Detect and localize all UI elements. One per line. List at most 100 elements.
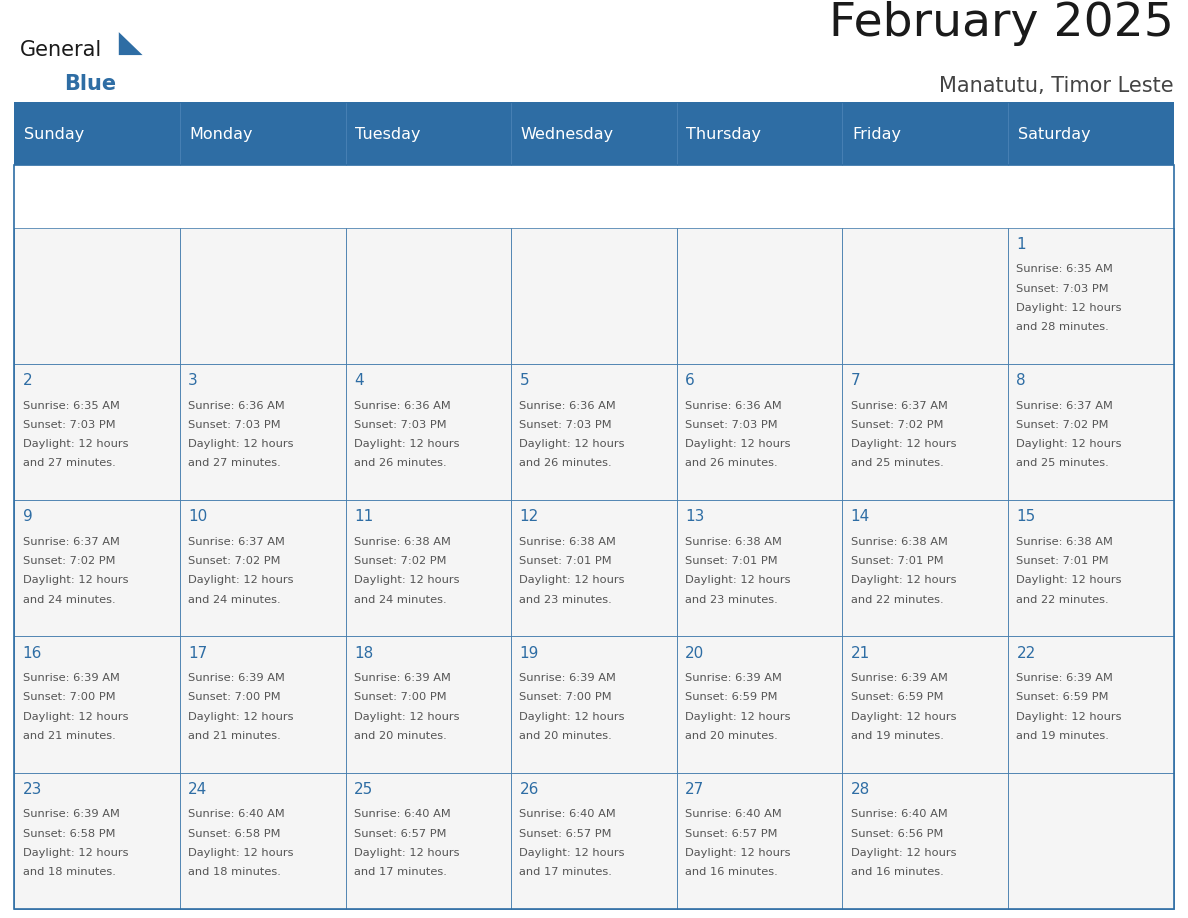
Text: Sunset: 6:57 PM: Sunset: 6:57 PM [685,829,778,838]
Text: 12: 12 [519,509,538,524]
Bar [677,364,842,500]
Text: and 26 minutes.: and 26 minutes. [685,458,778,468]
Bar [179,636,346,773]
Text: Sunrise: 6:39 AM: Sunrise: 6:39 AM [188,673,285,683]
Text: Sunrise: 6:37 AM: Sunrise: 6:37 AM [851,400,948,410]
Text: and 16 minutes.: and 16 minutes. [685,868,778,877]
Text: and 24 minutes.: and 24 minutes. [188,595,280,605]
Text: Sunset: 7:02 PM: Sunset: 7:02 PM [354,556,447,566]
Text: Sunset: 6:57 PM: Sunset: 6:57 PM [354,829,447,838]
Text: 24: 24 [188,782,208,797]
Bar [14,103,179,165]
Bar [842,500,1009,636]
Text: Sunset: 7:02 PM: Sunset: 7:02 PM [188,556,280,566]
Text: Monday: Monday [189,127,253,141]
Text: Daylight: 12 hours: Daylight: 12 hours [685,848,791,857]
Text: Sunrise: 6:39 AM: Sunrise: 6:39 AM [23,810,120,819]
Text: 10: 10 [188,509,208,524]
Text: Daylight: 12 hours: Daylight: 12 hours [188,576,293,586]
Text: Daylight: 12 hours: Daylight: 12 hours [1017,576,1121,586]
Bar [677,228,842,364]
Text: Sunrise: 6:40 AM: Sunrise: 6:40 AM [188,810,285,819]
Text: and 20 minutes.: and 20 minutes. [519,731,612,741]
Bar [511,364,677,500]
Text: 1: 1 [1017,237,1026,252]
Bar [677,773,842,909]
Text: Daylight: 12 hours: Daylight: 12 hours [188,439,293,449]
Text: 16: 16 [23,645,42,661]
Text: Daylight: 12 hours: Daylight: 12 hours [1017,439,1121,449]
Text: 28: 28 [851,782,870,797]
Text: 25: 25 [354,782,373,797]
Text: Daylight: 12 hours: Daylight: 12 hours [354,848,460,857]
Text: and 18 minutes.: and 18 minutes. [23,868,115,877]
Bar [511,103,677,165]
Bar [677,103,842,165]
Text: 21: 21 [851,645,870,661]
Text: Sunrise: 6:37 AM: Sunrise: 6:37 AM [188,537,285,547]
Text: Saturday: Saturday [1018,127,1091,141]
Text: and 18 minutes.: and 18 minutes. [188,868,282,877]
Text: and 23 minutes.: and 23 minutes. [519,595,612,605]
Text: Daylight: 12 hours: Daylight: 12 hours [851,848,956,857]
Text: Daylight: 12 hours: Daylight: 12 hours [685,576,791,586]
Text: Daylight: 12 hours: Daylight: 12 hours [1017,711,1121,722]
Bar [1009,773,1174,909]
Text: Daylight: 12 hours: Daylight: 12 hours [23,711,128,722]
Text: 22: 22 [1017,645,1036,661]
Text: Thursday: Thursday [687,127,762,141]
Bar [179,500,346,636]
Text: Sunset: 6:59 PM: Sunset: 6:59 PM [851,692,943,702]
Text: General: General [20,39,102,60]
Text: Sunrise: 6:39 AM: Sunrise: 6:39 AM [685,673,782,683]
Text: Sunrise: 6:40 AM: Sunrise: 6:40 AM [685,810,782,819]
Text: Sunset: 7:02 PM: Sunset: 7:02 PM [23,556,115,566]
Text: and 24 minutes.: and 24 minutes. [23,595,115,605]
Text: Daylight: 12 hours: Daylight: 12 hours [354,439,460,449]
Text: Daylight: 12 hours: Daylight: 12 hours [519,576,625,586]
Text: Daylight: 12 hours: Daylight: 12 hours [851,576,956,586]
Text: Daylight: 12 hours: Daylight: 12 hours [851,711,956,722]
Text: Sunrise: 6:39 AM: Sunrise: 6:39 AM [1017,673,1113,683]
Text: Sunrise: 6:35 AM: Sunrise: 6:35 AM [23,400,120,410]
Text: 5: 5 [519,373,529,388]
Text: Sunset: 7:03 PM: Sunset: 7:03 PM [354,420,447,430]
Text: Sunrise: 6:39 AM: Sunrise: 6:39 AM [23,673,120,683]
Text: 19: 19 [519,645,539,661]
Text: Sunset: 6:58 PM: Sunset: 6:58 PM [188,829,280,838]
Text: and 19 minutes.: and 19 minutes. [851,731,943,741]
Text: 9: 9 [23,509,32,524]
Bar [179,228,346,364]
Text: Sunrise: 6:37 AM: Sunrise: 6:37 AM [23,537,120,547]
Bar [842,636,1009,773]
Polygon shape [119,32,143,55]
Bar [1009,500,1174,636]
Text: and 27 minutes.: and 27 minutes. [23,458,115,468]
Text: Sunrise: 6:37 AM: Sunrise: 6:37 AM [1017,400,1113,410]
Bar [346,636,511,773]
Bar [677,636,842,773]
Text: Sunset: 7:03 PM: Sunset: 7:03 PM [1017,284,1110,294]
Text: Daylight: 12 hours: Daylight: 12 hours [1017,303,1121,313]
Bar [1009,364,1174,500]
Text: Sunrise: 6:36 AM: Sunrise: 6:36 AM [354,400,450,410]
Text: Daylight: 12 hours: Daylight: 12 hours [519,711,625,722]
Bar [14,636,179,773]
Text: and 22 minutes.: and 22 minutes. [1017,595,1110,605]
Bar [511,773,677,909]
Text: Sunrise: 6:36 AM: Sunrise: 6:36 AM [519,400,617,410]
Text: and 23 minutes.: and 23 minutes. [685,595,778,605]
Bar [842,364,1009,500]
Text: Sunrise: 6:38 AM: Sunrise: 6:38 AM [519,537,617,547]
Text: Sunrise: 6:39 AM: Sunrise: 6:39 AM [851,673,948,683]
Text: Sunset: 7:00 PM: Sunset: 7:00 PM [519,692,612,702]
Text: Sunrise: 6:36 AM: Sunrise: 6:36 AM [685,400,782,410]
Bar [14,773,179,909]
Text: Sunrise: 6:40 AM: Sunrise: 6:40 AM [354,810,450,819]
Text: 15: 15 [1017,509,1036,524]
Text: Daylight: 12 hours: Daylight: 12 hours [23,439,128,449]
Text: 11: 11 [354,509,373,524]
Text: Sunset: 7:03 PM: Sunset: 7:03 PM [519,420,612,430]
Text: 26: 26 [519,782,539,797]
Text: and 20 minutes.: and 20 minutes. [685,731,778,741]
